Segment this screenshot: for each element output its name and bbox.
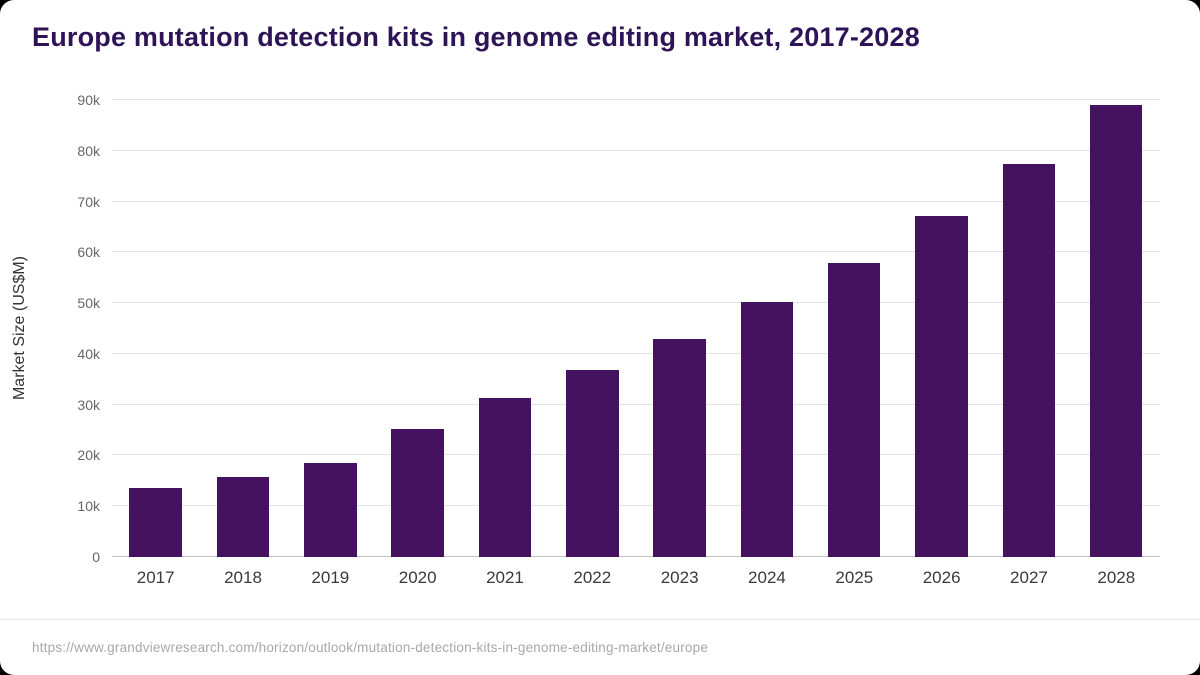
bar-2020 — [391, 429, 444, 557]
y-tick-label: 40k — [77, 345, 100, 362]
gridline — [112, 99, 1160, 100]
gridline — [112, 454, 1160, 456]
gridline — [112, 403, 1160, 405]
bar-slot — [898, 100, 985, 557]
y-tick-label: 70k — [77, 193, 100, 210]
y-axis-title: Market Size (US$M) — [11, 255, 28, 401]
bar-2024 — [740, 302, 794, 557]
gridline — [112, 352, 1160, 354]
x-tick-label: 2021 — [486, 568, 524, 587]
x-tick-label: 2025 — [835, 568, 874, 587]
bar-2025 — [828, 262, 881, 557]
bar-slot — [199, 100, 286, 557]
gridline — [112, 302, 1160, 304]
gridline — [112, 200, 1160, 202]
bar-2021 — [478, 397, 532, 557]
x-axis-labels: 2017 2018 2019 2020 2021 2022 2023 2024 2025 2026… — [112, 568, 1160, 588]
bar-2028 — [1090, 105, 1143, 557]
bar-slot — [461, 100, 548, 557]
y-tick-label: 10k — [77, 498, 100, 515]
bar-slot — [549, 100, 636, 557]
chart-title: Europe mutation detection kits in genome… — [32, 22, 920, 52]
y-tick-label: 20k — [77, 447, 100, 464]
bar-slot — [723, 100, 810, 557]
bar-slot — [1073, 100, 1160, 557]
x-tick-label: 2023 — [660, 568, 699, 587]
source-url: https://www.grandviewresearch.com/horizo… — [32, 640, 709, 655]
bar-2027 — [1002, 163, 1056, 557]
y-tick-label: 80k — [77, 142, 100, 159]
footer: https://www.grandviewresearch.com/horizo… — [0, 619, 1200, 675]
bar-slot — [636, 100, 723, 557]
bar-slot — [985, 100, 1072, 557]
bar-2019 — [304, 462, 357, 557]
bar-slot — [811, 100, 898, 557]
x-tick-label: 2019 — [311, 568, 350, 587]
bars-layer — [112, 100, 1160, 557]
bar-2022 — [566, 370, 619, 557]
bar-slot — [374, 100, 461, 557]
y-tick-label: 90k — [77, 92, 100, 108]
x-tick-label: 2022 — [573, 568, 612, 587]
x-tick-label: 2027 — [1010, 568, 1048, 587]
x-axis-baseline — [112, 556, 1160, 557]
plot-area: 0 10k 20k 30k 40k 50k 60k 70k 80k 90k — [77, 93, 1160, 564]
bar-2018 — [216, 476, 270, 557]
y-tick-label: 0 — [92, 549, 100, 565]
x-tick-label: 2020 — [398, 568, 437, 587]
x-tick-label: 2026 — [922, 568, 961, 587]
x-tick-label: 2018 — [224, 568, 262, 587]
x-tick-label: 2017 — [136, 568, 175, 587]
y-tick-label: 30k — [77, 396, 100, 413]
gridline — [112, 149, 1160, 151]
bar-2017 — [129, 488, 182, 557]
y-tick-label: 60k — [77, 244, 100, 261]
bar-slot — [287, 100, 374, 557]
gridline — [112, 505, 1160, 507]
y-tick-label: 50k — [77, 295, 100, 312]
bar-slot — [112, 100, 199, 557]
x-tick-label: 2024 — [748, 568, 786, 587]
gridline — [112, 251, 1160, 253]
bar-2023 — [653, 338, 706, 557]
bar-2026 — [915, 215, 968, 557]
x-tick-label: 2028 — [1097, 568, 1136, 587]
